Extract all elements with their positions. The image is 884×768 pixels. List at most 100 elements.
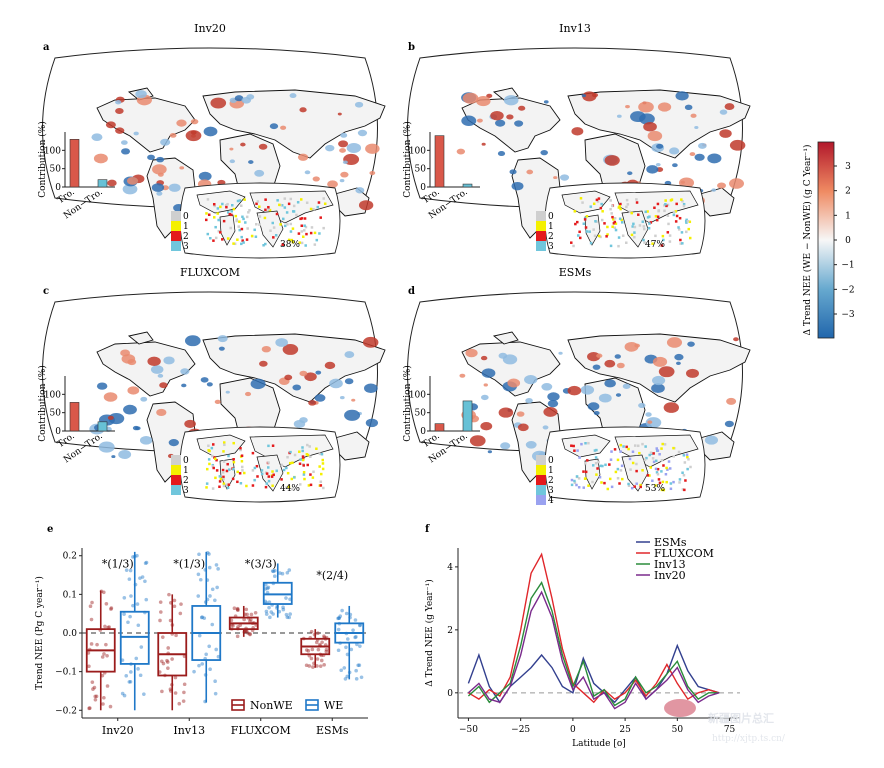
legend-label: 4 xyxy=(548,496,554,506)
trend-patch xyxy=(315,370,322,375)
count-cell xyxy=(206,232,210,236)
count-cell xyxy=(595,448,598,452)
trend-patch xyxy=(355,187,365,194)
legend-swatch xyxy=(171,475,181,485)
e-data-point xyxy=(213,679,217,683)
count-cell xyxy=(318,465,321,468)
trend-patch xyxy=(339,148,346,153)
count-cell xyxy=(674,220,678,223)
trend-patch xyxy=(261,345,271,353)
count-cell xyxy=(638,224,642,227)
count-cell xyxy=(686,467,689,471)
count-cell xyxy=(269,229,272,232)
trend-patch xyxy=(179,166,185,170)
trend-patch xyxy=(115,107,124,114)
count-cell xyxy=(232,242,235,245)
count-cell xyxy=(304,244,307,247)
count-cell xyxy=(307,484,311,487)
e-data-point xyxy=(336,627,341,632)
count-cell xyxy=(292,210,295,213)
count-cell xyxy=(655,471,659,474)
trend-patch xyxy=(346,142,362,154)
trend-patch xyxy=(344,378,354,385)
e-data-point xyxy=(181,699,186,703)
e-data-point xyxy=(120,691,125,696)
count-cell xyxy=(212,202,216,206)
count-cell xyxy=(301,455,305,458)
continent xyxy=(492,331,519,345)
panel-title: FLUXCOM xyxy=(180,266,240,279)
e-data-point xyxy=(316,647,321,652)
trend-patch xyxy=(596,353,603,358)
count-cell xyxy=(316,205,320,209)
panel-letter: b xyxy=(408,42,415,53)
trend-patch xyxy=(514,120,524,127)
count-cell xyxy=(613,217,617,220)
count-cell xyxy=(280,463,283,467)
bar-tick-label: 0 xyxy=(55,183,61,193)
count-cell xyxy=(657,478,661,481)
count-cell xyxy=(232,441,235,445)
count-cell xyxy=(665,204,668,208)
count-cell xyxy=(287,485,291,489)
trend-patch xyxy=(248,160,254,164)
count-cell xyxy=(592,202,596,206)
count-cell xyxy=(301,458,305,462)
count-cell xyxy=(682,454,686,457)
e-data-point xyxy=(197,633,202,638)
count-cell xyxy=(656,473,660,476)
e-significance-label: *(2/4) xyxy=(316,569,348,582)
e-category-label: Inv13 xyxy=(173,724,205,737)
count-cell xyxy=(620,221,624,224)
count-cell xyxy=(214,457,217,461)
e-data-point xyxy=(161,661,166,666)
trend-patch xyxy=(540,150,548,156)
count-cell xyxy=(576,234,580,237)
e-data-point xyxy=(231,623,235,628)
count-cell xyxy=(679,242,682,245)
e-data-point xyxy=(174,633,178,638)
count-cell xyxy=(245,215,249,219)
count-cell xyxy=(250,234,254,238)
e-data-point xyxy=(196,594,201,598)
trend-patch xyxy=(598,393,612,403)
legend-swatch xyxy=(171,221,181,231)
count-cell xyxy=(289,450,292,454)
e-data-point xyxy=(91,687,95,691)
e-data-point xyxy=(271,612,275,616)
trend-patch xyxy=(553,176,558,180)
count-cell xyxy=(635,482,638,485)
e-data-point xyxy=(248,619,252,623)
e-data-point xyxy=(322,663,326,667)
count-cell xyxy=(260,472,264,476)
count-cell xyxy=(238,228,241,232)
count-cell xyxy=(667,222,670,226)
count-cell xyxy=(283,197,287,200)
percent-label: 38% xyxy=(280,240,300,250)
count-cell xyxy=(686,219,690,223)
count-cell xyxy=(578,230,581,234)
e-data-point xyxy=(177,701,182,706)
count-cell xyxy=(290,477,294,481)
count-cell xyxy=(262,244,265,247)
count-cell xyxy=(310,226,314,229)
count-cell xyxy=(240,235,243,239)
count-cell xyxy=(589,241,593,245)
f-line-fluxcom xyxy=(468,552,720,704)
count-cell xyxy=(300,241,304,245)
e-ylabel: Trend NEE (Pg C year⁻¹) xyxy=(34,576,45,690)
trend-patch xyxy=(694,153,705,161)
count-cell xyxy=(216,212,219,215)
count-cell xyxy=(205,218,208,222)
count-cell xyxy=(578,456,581,459)
e-data-point xyxy=(198,577,203,582)
e-data-point xyxy=(101,702,105,706)
count-cell xyxy=(271,221,274,225)
count-cell xyxy=(272,473,275,477)
count-cell xyxy=(275,469,278,473)
f-xlabel: Latitude [o] xyxy=(572,739,626,749)
count-cell xyxy=(591,464,595,467)
legend-label: 3 xyxy=(548,242,554,252)
